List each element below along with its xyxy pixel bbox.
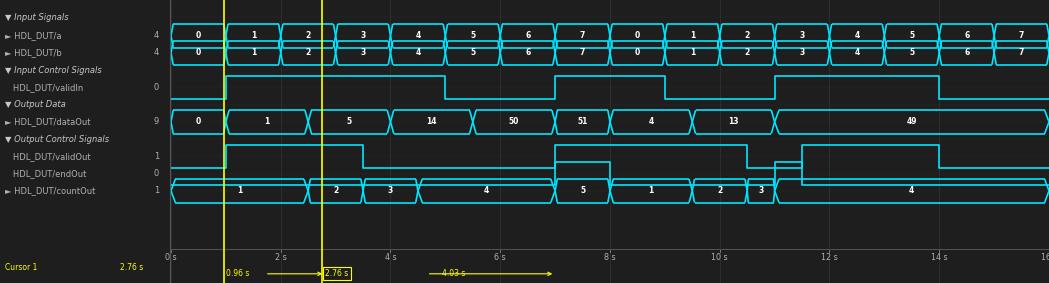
Text: 2: 2 xyxy=(745,31,750,40)
Text: 4 s: 4 s xyxy=(385,253,397,262)
Text: 5: 5 xyxy=(470,48,475,57)
Text: 5: 5 xyxy=(347,117,351,127)
Text: 0: 0 xyxy=(635,48,640,57)
Text: 0: 0 xyxy=(196,31,201,40)
Text: 2: 2 xyxy=(718,186,723,195)
Text: 4: 4 xyxy=(154,48,159,57)
Text: 8 s: 8 s xyxy=(604,253,616,262)
Text: 2: 2 xyxy=(745,48,750,57)
Text: 6 s: 6 s xyxy=(494,253,506,262)
Text: 2: 2 xyxy=(333,186,338,195)
Text: HDL_DUT/validIn: HDL_DUT/validIn xyxy=(5,83,83,92)
Text: 4: 4 xyxy=(854,31,859,40)
Text: 5: 5 xyxy=(909,31,915,40)
Text: 16 s: 16 s xyxy=(1041,253,1049,262)
Text: 5: 5 xyxy=(470,31,475,40)
Text: ► HDL_DUT/b: ► HDL_DUT/b xyxy=(5,48,62,57)
Text: 0: 0 xyxy=(154,169,159,178)
Text: ► HDL_DUT/a: ► HDL_DUT/a xyxy=(5,31,62,40)
Text: 1: 1 xyxy=(154,152,159,161)
Text: 3: 3 xyxy=(361,48,366,57)
Text: 2: 2 xyxy=(305,31,311,40)
Text: 4: 4 xyxy=(854,48,859,57)
Text: ▼ Input Control Signals: ▼ Input Control Signals xyxy=(5,66,102,75)
Text: 1: 1 xyxy=(251,31,256,40)
Text: 50: 50 xyxy=(509,117,519,127)
Text: 0: 0 xyxy=(154,83,159,92)
Text: 3: 3 xyxy=(361,31,366,40)
Text: 2.76 s: 2.76 s xyxy=(120,263,143,272)
Text: HDL_DUT/validOut: HDL_DUT/validOut xyxy=(5,152,91,161)
Text: 4: 4 xyxy=(415,31,421,40)
Text: 1: 1 xyxy=(154,186,159,195)
Text: 3: 3 xyxy=(799,48,805,57)
Text: 0.96 s: 0.96 s xyxy=(227,269,250,278)
Text: 0: 0 xyxy=(196,48,201,57)
Text: 1: 1 xyxy=(689,31,694,40)
Text: 12 s: 12 s xyxy=(821,253,838,262)
Text: 0 s: 0 s xyxy=(165,253,177,262)
Text: 0: 0 xyxy=(196,117,201,127)
Text: 4: 4 xyxy=(415,48,421,57)
Text: 3: 3 xyxy=(799,31,805,40)
Text: 4: 4 xyxy=(484,186,489,195)
Text: 14: 14 xyxy=(426,117,436,127)
Text: 5: 5 xyxy=(580,186,585,195)
Text: ▼ Output Control Signals: ▼ Output Control Signals xyxy=(5,135,109,143)
Text: 9: 9 xyxy=(154,117,159,127)
Text: 49: 49 xyxy=(906,117,917,127)
Text: ► HDL_DUT/dataOut: ► HDL_DUT/dataOut xyxy=(5,117,90,127)
Text: 0: 0 xyxy=(635,31,640,40)
Text: 1: 1 xyxy=(264,117,270,127)
Text: 1: 1 xyxy=(237,186,242,195)
Text: 7: 7 xyxy=(1019,48,1024,57)
Text: ▼ Input Signals: ▼ Input Signals xyxy=(5,13,69,22)
Text: 4.03 s: 4.03 s xyxy=(442,269,465,278)
Text: 2.76 s: 2.76 s xyxy=(325,269,348,278)
Text: ▼ Output Data: ▼ Output Data xyxy=(5,100,66,109)
Text: 4: 4 xyxy=(154,31,159,40)
Text: HDL_DUT/endOut: HDL_DUT/endOut xyxy=(5,169,86,178)
Text: 6: 6 xyxy=(964,48,969,57)
Text: 2: 2 xyxy=(305,48,311,57)
Text: ► HDL_DUT/countOut: ► HDL_DUT/countOut xyxy=(5,186,95,195)
Text: 51: 51 xyxy=(577,117,587,127)
Text: 3: 3 xyxy=(758,186,764,195)
Text: 4: 4 xyxy=(648,117,654,127)
Text: 7: 7 xyxy=(580,31,585,40)
Text: 4: 4 xyxy=(909,186,915,195)
Text: Cursor 1: Cursor 1 xyxy=(5,263,38,272)
Text: 6: 6 xyxy=(964,31,969,40)
Text: 5: 5 xyxy=(909,48,915,57)
Text: 6: 6 xyxy=(526,48,531,57)
Text: 1: 1 xyxy=(689,48,694,57)
Text: 6: 6 xyxy=(526,31,531,40)
Text: 1: 1 xyxy=(251,48,256,57)
Text: 14 s: 14 s xyxy=(930,253,947,262)
Text: 1: 1 xyxy=(648,186,654,195)
Text: 7: 7 xyxy=(1019,31,1024,40)
Text: 13: 13 xyxy=(728,117,738,127)
Text: 10 s: 10 s xyxy=(711,253,728,262)
Text: 3: 3 xyxy=(388,186,393,195)
Text: 2 s: 2 s xyxy=(275,253,286,262)
Text: 7: 7 xyxy=(580,48,585,57)
